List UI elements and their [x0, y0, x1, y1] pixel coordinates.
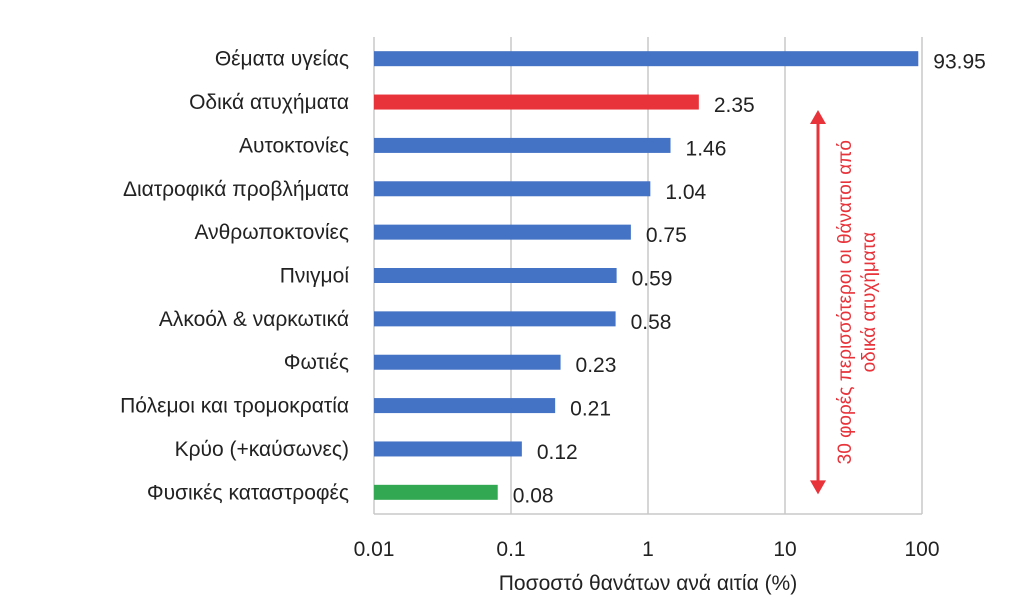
x-tick-label: 1	[642, 538, 654, 561]
value-label: 0.21	[570, 398, 611, 421]
category-label: Αυτοκτονίες	[239, 134, 349, 157]
grid-lines	[373, 37, 923, 515]
category-label: Πνιγμοί	[280, 265, 350, 288]
bar	[374, 484, 498, 500]
bar	[374, 94, 699, 110]
category-label: Πόλεμοι και τρομοκρατία	[120, 395, 349, 418]
value-label: 0.58	[631, 311, 672, 334]
annotation-line: 30 φορές περισσότεροι οι θάνατοι από	[835, 140, 856, 464]
category-label: Οδικά ατυχήματα	[189, 91, 349, 114]
bar	[374, 354, 561, 370]
category-label: Φυσικές καταστροφές	[147, 481, 349, 504]
annotation-arrowhead-bottom	[810, 480, 826, 495]
value-label: 1.46	[686, 137, 727, 160]
category-label: Φωτιές	[284, 351, 349, 374]
bar	[374, 181, 651, 197]
x-tick-label: 100	[904, 538, 939, 561]
bars	[374, 51, 919, 500]
value-labels: 93.95 2.35 1.46 1.04 0.75 0.59 0.58 0.23 0.21 0.1…	[513, 51, 986, 508]
annotation-text: 30 φορές περισσότεροι οι θάνατοι από οδικ…	[835, 140, 880, 464]
bar	[374, 268, 617, 283]
bar	[374, 224, 631, 240]
annotation-line: οδικά ατυχήματα	[859, 232, 880, 372]
category-label: Αλκοόλ & ναρκωτικά	[159, 308, 349, 331]
x-tick-label: 0.1	[496, 538, 525, 561]
value-label: 0.12	[537, 441, 578, 464]
value-label: 1.04	[665, 181, 706, 204]
x-tick-labels: 0.01 0.1 1 10 100	[354, 538, 940, 561]
category-labels: Θέματα υγείας Οδικά ατυχήματα Αυτοκτονίες Δ…	[120, 48, 349, 505]
x-tick-label: 0.01	[354, 538, 395, 561]
bar	[374, 398, 556, 414]
value-label: 0.75	[646, 224, 687, 247]
category-label: Κρύο (+καύσωνες)	[175, 438, 349, 461]
value-label: 0.08	[513, 484, 554, 507]
bar	[374, 311, 616, 327]
bar	[374, 51, 919, 67]
value-label: 0.23	[576, 354, 617, 377]
category-label: Ανθρωποκτονίες	[194, 221, 349, 244]
x-tick-label: 10	[773, 538, 796, 561]
annotation: 30 φορές περισσότεροι οι θάνατοι από οδικ…	[810, 110, 880, 495]
category-label: Θέματα υγείας	[215, 48, 349, 71]
annotation-arrowhead-top	[810, 110, 826, 125]
x-axis-title: Ποσοστό θανάτων ανά αιτία (%)	[499, 572, 797, 595]
value-label: 93.95	[933, 51, 986, 74]
bar	[374, 441, 522, 457]
bar	[374, 137, 671, 153]
category-label: Διατροφικά προβλήματα	[123, 178, 349, 201]
value-label: 2.35	[714, 94, 755, 117]
value-label: 0.59	[632, 268, 673, 291]
